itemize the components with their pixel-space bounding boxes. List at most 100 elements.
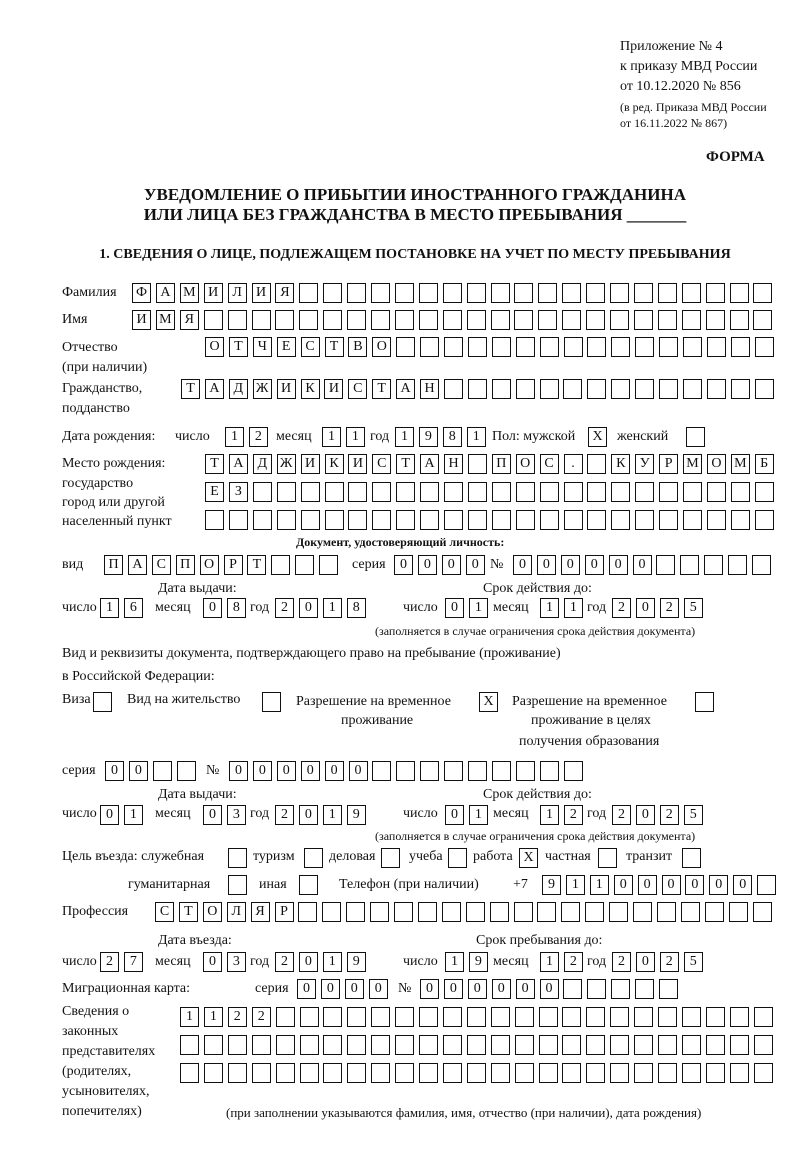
char-box-birthplace-3[interactable] (563, 510, 583, 530)
char-box-reps-3[interactable] (371, 1063, 391, 1083)
char-box-birthplace-1[interactable]: М (730, 454, 750, 474)
char-box-name[interactable] (514, 310, 534, 330)
char-box-name[interactable] (251, 310, 271, 330)
char-box-phone[interactable]: 1 (589, 875, 609, 895)
char-box-name[interactable] (442, 310, 462, 330)
char-box-mig-number[interactable]: 0 (443, 979, 463, 999)
char-box-reps-3[interactable] (729, 1063, 749, 1083)
char-box-name[interactable] (705, 310, 725, 330)
char-box-birthplace-2[interactable]: З (228, 482, 248, 502)
char-box-doc-valid-year[interactable]: 2 (612, 598, 631, 618)
char-box-birthplace-1[interactable] (587, 454, 607, 474)
char-box-reps-1[interactable] (634, 1007, 654, 1027)
char-box-name[interactable] (681, 310, 701, 330)
char-box-birth-month[interactable]: 1 (345, 427, 365, 447)
char-box-birthplace-1[interactable]: У (635, 454, 655, 474)
char-box-birthplace-2[interactable] (396, 482, 416, 502)
char-box-reps-2[interactable] (681, 1035, 701, 1055)
char-box-birthplace-3[interactable] (228, 510, 248, 530)
char-box-birthplace-2[interactable] (730, 482, 750, 502)
char-box-doc-kind[interactable]: П (104, 555, 123, 575)
char-box-birthplace-3[interactable] (730, 510, 750, 530)
char-box-birthplace-3[interactable] (252, 510, 272, 530)
char-box-birthplace-2[interactable] (276, 482, 296, 502)
char-box-profession[interactable] (728, 902, 748, 922)
char-box-profession[interactable] (704, 902, 724, 922)
char-box-right-issue-year[interactable]: 2 (275, 805, 294, 825)
char-box-reps-3[interactable] (323, 1063, 343, 1083)
char-box-name[interactable] (227, 310, 247, 330)
char-box-citizenship[interactable]: А (204, 379, 224, 399)
char-box-right-number[interactable] (563, 761, 583, 781)
char-box-surname[interactable] (657, 283, 677, 303)
checkbox-purpose-transit[interactable] (682, 848, 701, 868)
char-box-doc-valid-day[interactable]: 0 (445, 598, 464, 618)
char-box-reps-3[interactable] (180, 1063, 199, 1083)
char-box-reps-2[interactable] (442, 1035, 462, 1055)
char-box-birthplace-2[interactable] (659, 482, 679, 502)
char-box-right-issue-day[interactable]: 0 (100, 805, 119, 825)
char-box-profession[interactable] (370, 902, 390, 922)
checkbox-visa[interactable] (93, 692, 112, 712)
char-box-right-number[interactable] (396, 761, 416, 781)
char-box-birthplace-2[interactable] (706, 482, 726, 502)
char-box-right-valid-month[interactable]: 1 (540, 805, 559, 825)
char-box-doc-valid-day[interactable]: 1 (468, 598, 488, 618)
char-box-doc-issue-day[interactable]: 1 (100, 598, 119, 618)
checkbox-purpose-humanitarian[interactable] (228, 875, 247, 895)
char-box-citizenship[interactable] (491, 379, 511, 399)
char-box-birthplace-3[interactable] (539, 510, 559, 530)
char-box-birthplace-3[interactable] (706, 510, 726, 530)
char-box-birthplace-2[interactable] (300, 482, 320, 502)
char-box-mig-number[interactable]: 0 (491, 979, 511, 999)
char-box-name[interactable] (586, 310, 606, 330)
char-box-citizenship[interactable]: Т (181, 379, 200, 399)
char-box-citizenship[interactable] (539, 379, 559, 399)
char-box-surname[interactable] (562, 283, 582, 303)
char-box-doc-kind[interactable]: А (127, 555, 147, 575)
char-box-right-number[interactable]: 0 (348, 761, 368, 781)
char-box-birthplace-2[interactable] (348, 482, 368, 502)
checkbox-purpose-work[interactable]: X (519, 848, 538, 868)
checkbox-purpose-study[interactable] (448, 848, 467, 868)
char-box-reps-3[interactable] (251, 1063, 271, 1083)
char-box-doc-valid-year[interactable]: 0 (635, 598, 655, 618)
char-box-birthplace-2[interactable] (324, 482, 344, 502)
char-box-reps-3[interactable] (347, 1063, 367, 1083)
char-box-birthplace-3[interactable] (754, 510, 774, 530)
checkbox-temp-residence[interactable]: X (479, 692, 498, 712)
char-box-entry-year[interactable]: 0 (298, 952, 318, 972)
char-box-birthplace-1[interactable]: И (300, 454, 320, 474)
char-box-citizenship[interactable] (443, 379, 463, 399)
char-box-birthplace-1[interactable]: Т (205, 454, 224, 474)
char-box-doc-series[interactable]: 0 (417, 555, 437, 575)
char-box-entry-month[interactable]: 0 (203, 952, 222, 972)
char-box-stay-year[interactable]: 5 (683, 952, 703, 972)
char-box-doc-kind[interactable] (271, 555, 291, 575)
char-box-reps-1[interactable]: 2 (251, 1007, 271, 1027)
char-box-reps-3[interactable] (419, 1063, 438, 1083)
char-box-profession[interactable] (489, 902, 509, 922)
char-box-reps-2[interactable] (203, 1035, 223, 1055)
char-box-birthplace-2[interactable] (563, 482, 583, 502)
char-box-mig-number[interactable]: 0 (539, 979, 559, 999)
checkbox-purpose-business[interactable] (381, 848, 400, 868)
char-box-reps-2[interactable] (705, 1035, 725, 1055)
char-box-name[interactable] (562, 310, 582, 330)
char-box-patronymic[interactable] (683, 337, 702, 357)
char-box-reps-3[interactable] (227, 1063, 247, 1083)
char-box-name[interactable] (490, 310, 510, 330)
char-box-reps-1[interactable] (442, 1007, 462, 1027)
char-box-reps-1[interactable] (299, 1007, 319, 1027)
char-box-surname[interactable]: А (155, 283, 175, 303)
char-box-patronymic[interactable] (491, 337, 511, 357)
char-box-patronymic[interactable] (444, 337, 463, 357)
char-box-birthplace-1[interactable]: П (491, 454, 511, 474)
char-box-citizenship[interactable]: Ж (252, 379, 272, 399)
char-box-entry-day[interactable]: 7 (123, 952, 143, 972)
char-box-profession[interactable]: Л (226, 902, 246, 922)
char-box-birthplace-1[interactable]: Н (444, 454, 463, 474)
char-box-birthplace-2[interactable] (467, 482, 487, 502)
char-box-patronymic[interactable]: О (205, 337, 224, 357)
char-box-stay-month[interactable]: 2 (563, 952, 583, 972)
